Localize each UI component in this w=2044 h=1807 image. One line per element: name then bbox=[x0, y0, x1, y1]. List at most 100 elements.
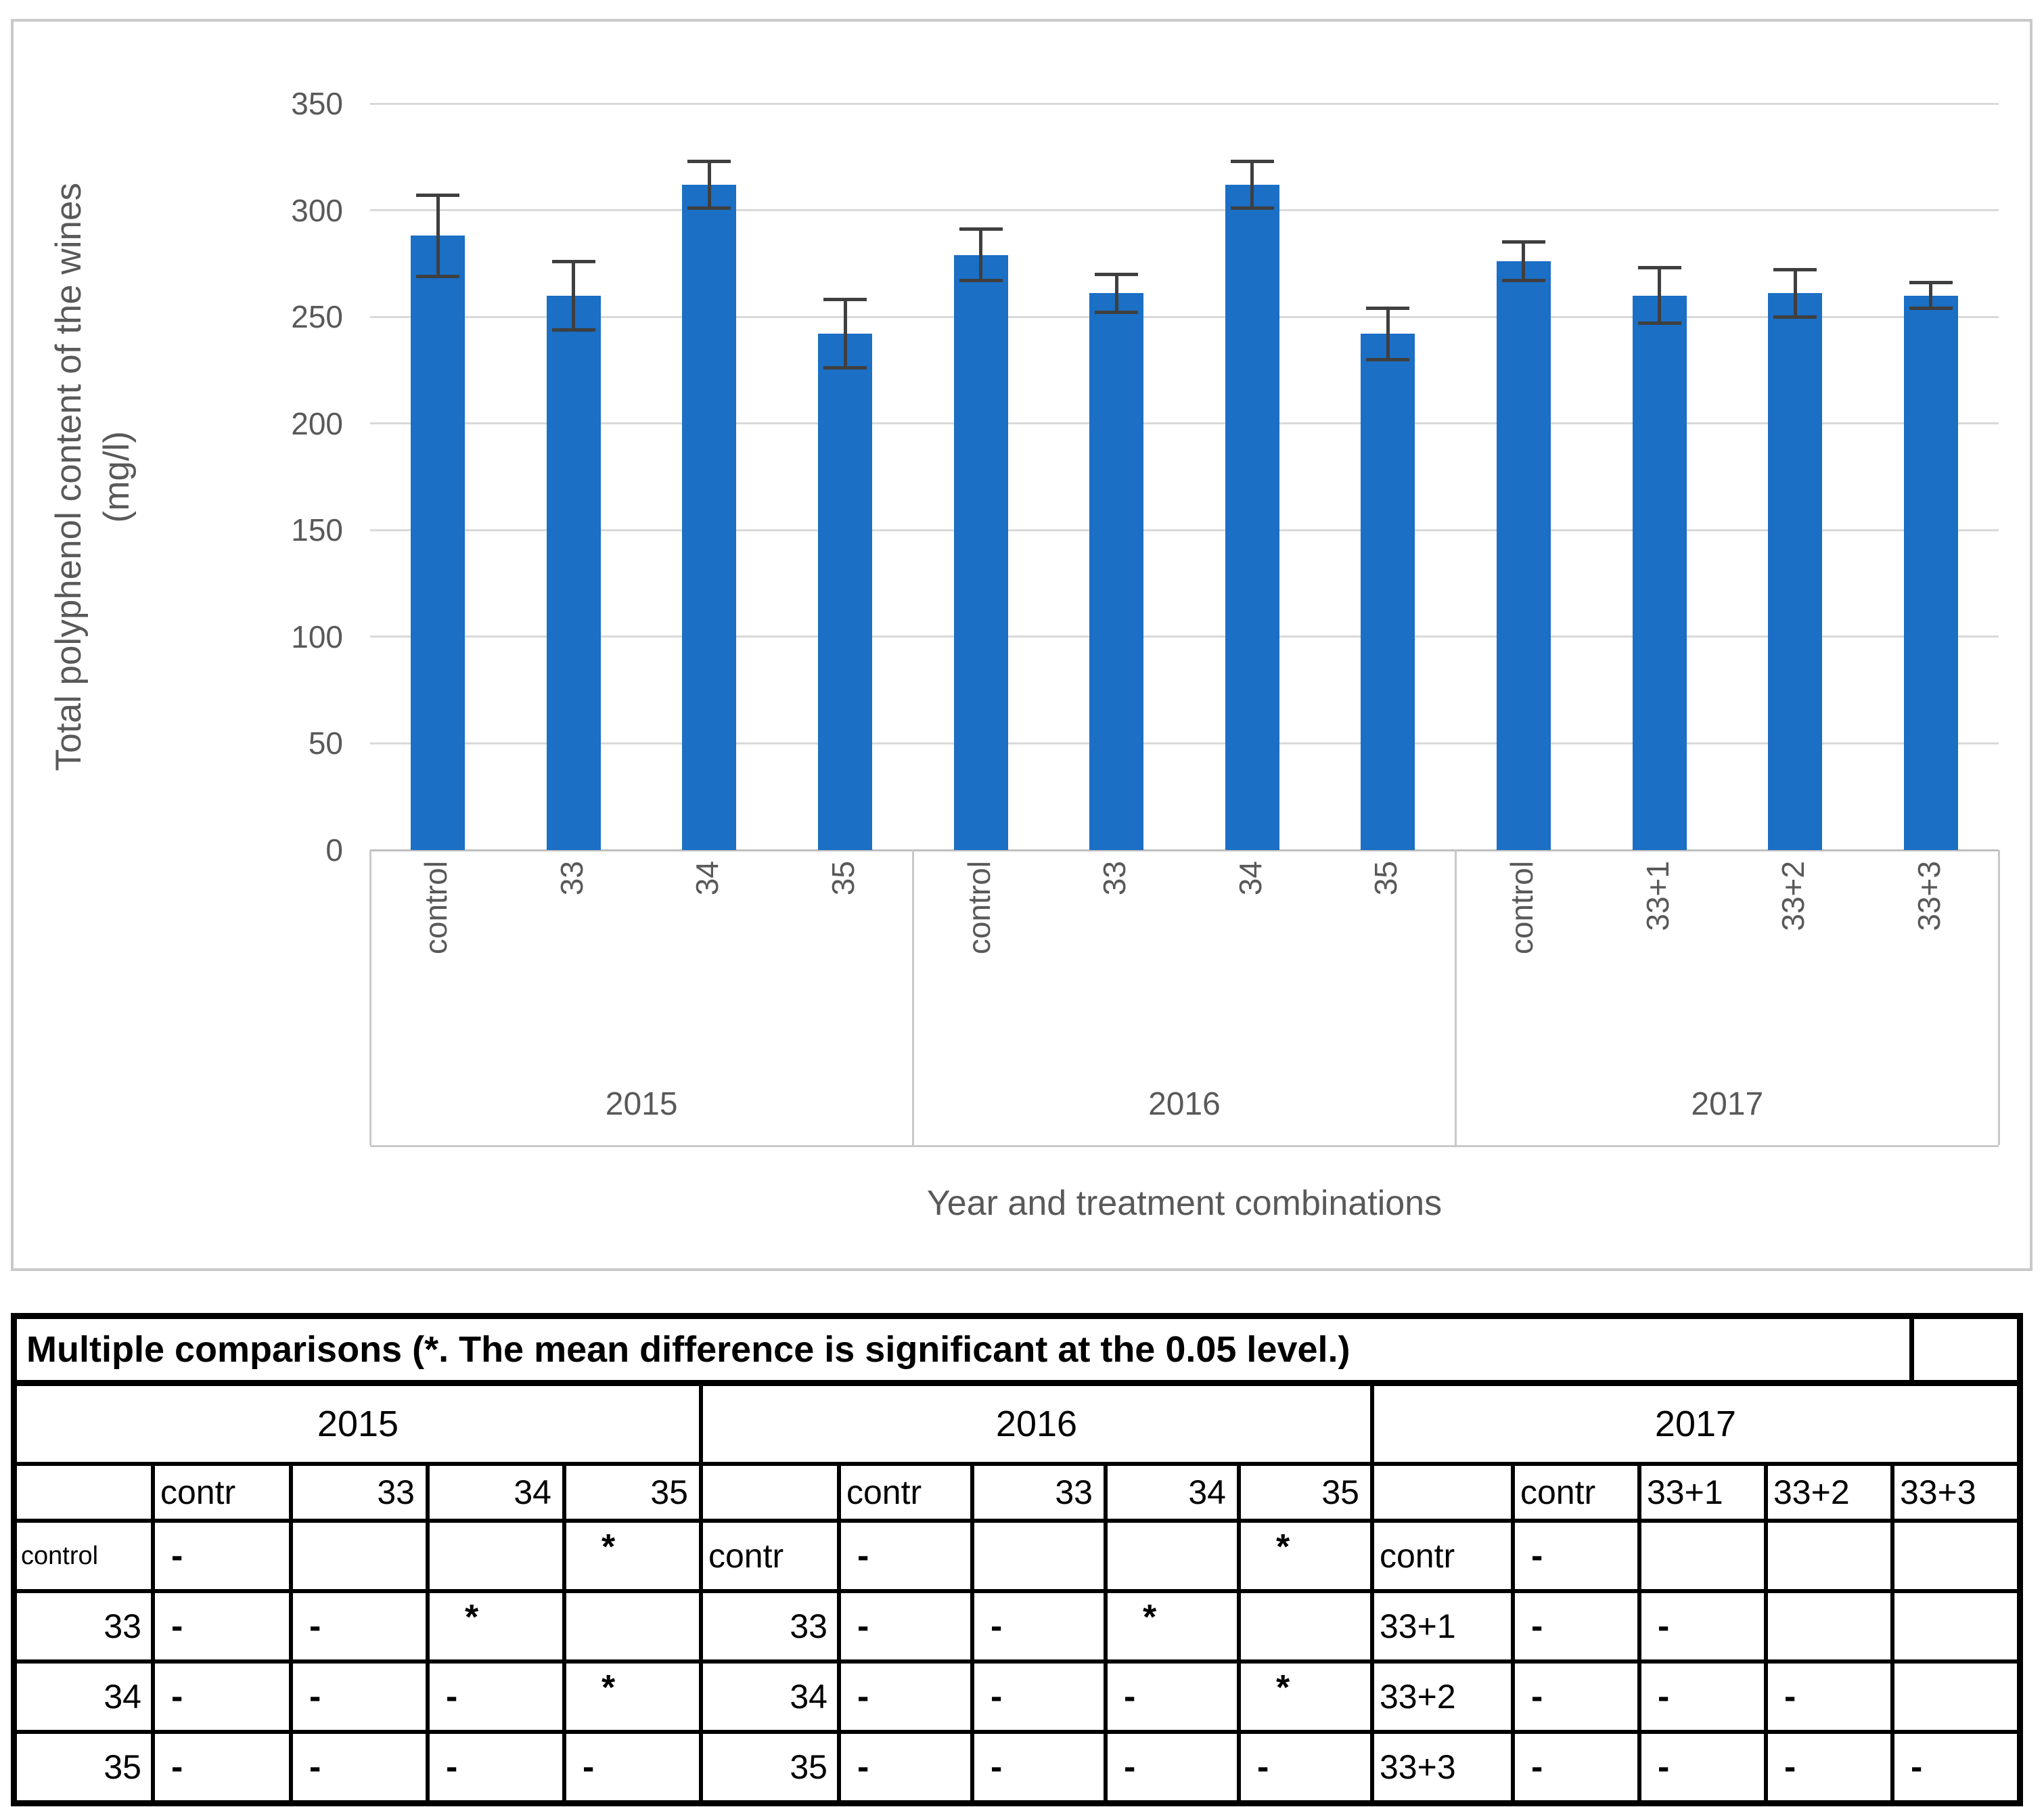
error-bar bbox=[1929, 282, 1933, 309]
x-category-label: control bbox=[418, 861, 454, 955]
row-label-cell: contr bbox=[703, 1523, 837, 1589]
error-bar bbox=[436, 195, 440, 277]
row-label-cell: control bbox=[17, 1523, 151, 1589]
value-cell: - bbox=[293, 1734, 426, 1800]
value-cell bbox=[430, 1523, 562, 1589]
value-cell bbox=[1894, 1523, 2017, 1589]
gridline bbox=[370, 529, 1999, 531]
value-cell: - bbox=[841, 1593, 970, 1659]
y-tick-label: 350 bbox=[291, 86, 343, 121]
error-bar bbox=[707, 161, 711, 208]
year-group-divider bbox=[369, 850, 371, 1145]
value-cell: * bbox=[430, 1593, 562, 1659]
value-cell bbox=[1768, 1523, 1890, 1589]
value-cell: * bbox=[566, 1523, 699, 1589]
value-cell bbox=[1894, 1593, 2017, 1659]
y-axis-title-line1: Total polyphenol content of the wines bbox=[49, 182, 89, 772]
value-cell: - bbox=[1894, 1734, 2017, 1800]
error-bar-cap-bottom bbox=[1773, 315, 1817, 319]
value-cell: - bbox=[841, 1523, 970, 1589]
x-category-label: 34 bbox=[1232, 861, 1268, 896]
gridline bbox=[370, 315, 1999, 318]
x-category-label: control bbox=[961, 861, 997, 955]
value-cell bbox=[1641, 1523, 1764, 1589]
error-bar bbox=[1793, 269, 1797, 317]
corner-cell bbox=[703, 1466, 837, 1519]
gridline bbox=[370, 849, 1999, 851]
column-header-cell: 33+1 bbox=[1641, 1466, 1764, 1519]
column-header-cell: 33 bbox=[293, 1466, 426, 1519]
x-category-label: 33 bbox=[553, 861, 589, 896]
year-group-divider bbox=[1997, 850, 2000, 1145]
value-cell: - bbox=[1768, 1734, 1890, 1800]
y-tick-label: 200 bbox=[291, 405, 343, 441]
value-cell: - bbox=[155, 1523, 289, 1589]
error-bar-cap-bottom bbox=[959, 279, 1003, 283]
gridline bbox=[370, 102, 1999, 105]
y-axis-title: Total polyphenol content of the wines (m… bbox=[49, 104, 138, 850]
year-label: 2015 bbox=[605, 1086, 678, 1122]
year-group-divider bbox=[1455, 850, 1457, 1145]
value-cell: - bbox=[1641, 1664, 1764, 1730]
value-cell: - bbox=[841, 1734, 970, 1800]
value-cell: - bbox=[974, 1734, 1104, 1800]
comparison-table: 2015 2016 2017 contr 33 34 35 contr 33 34 35 contr 3… bbox=[11, 1380, 2023, 1806]
x-category-label: 33 bbox=[1097, 861, 1133, 896]
year-header-cell: 2017 bbox=[1374, 1386, 2017, 1462]
x-category-label: 35 bbox=[1368, 861, 1404, 896]
error-bar-cap-top bbox=[416, 194, 460, 197]
table-title-row: Multiple comparisons (*. The mean differ… bbox=[11, 1313, 2023, 1380]
gridline bbox=[370, 742, 1999, 744]
value-cell bbox=[1241, 1593, 1370, 1659]
column-header-cell: 33+3 bbox=[1894, 1466, 2017, 1519]
row-label-cell: 33+2 bbox=[1374, 1664, 1511, 1730]
year-header-cell: 2016 bbox=[703, 1386, 1370, 1462]
column-header-cell: 35 bbox=[566, 1466, 699, 1519]
error-bar-cap-bottom bbox=[1909, 307, 1953, 311]
column-header-cell: 34 bbox=[430, 1466, 562, 1519]
value-cell bbox=[293, 1523, 426, 1589]
year-group-divider bbox=[911, 850, 914, 1145]
x-axis-title: Year and treatment combinations bbox=[926, 1184, 1443, 1223]
x-category-label: 33+2 bbox=[1775, 861, 1811, 931]
value-cell: - bbox=[1515, 1593, 1637, 1659]
value-cell: - bbox=[1641, 1734, 1764, 1800]
error-bar-cap-top bbox=[959, 227, 1003, 231]
error-bar-cap-bottom bbox=[687, 206, 731, 210]
error-bar bbox=[1386, 308, 1390, 360]
value-cell: - bbox=[1515, 1523, 1637, 1589]
error-bar bbox=[843, 299, 847, 368]
row-label-cell: 35 bbox=[703, 1734, 837, 1800]
value-cell: - bbox=[293, 1593, 426, 1659]
bar bbox=[1225, 184, 1279, 850]
value-cell bbox=[974, 1523, 1104, 1589]
error-bar-cap-top bbox=[1366, 307, 1410, 311]
error-bar bbox=[1114, 274, 1118, 313]
bar bbox=[1089, 293, 1144, 850]
error-bar bbox=[1522, 242, 1526, 281]
value-cell: - bbox=[1108, 1664, 1237, 1730]
value-cell: * bbox=[1241, 1664, 1370, 1730]
value-cell: - bbox=[566, 1734, 699, 1800]
error-bar-cap-bottom bbox=[1366, 357, 1410, 361]
row-label-cell: 33 bbox=[17, 1593, 151, 1659]
error-bar-cap-top bbox=[1230, 159, 1274, 163]
value-cell bbox=[1768, 1593, 1890, 1659]
y-tick-label: 50 bbox=[308, 726, 343, 761]
row-label-cell: 34 bbox=[17, 1664, 151, 1730]
error-bar bbox=[1658, 267, 1662, 324]
error-bar-cap-bottom bbox=[1095, 311, 1139, 315]
value-cell: * bbox=[566, 1664, 699, 1730]
error-bar-cap-top bbox=[823, 298, 867, 302]
column-header-cell: 35 bbox=[1241, 1466, 1370, 1519]
error-bar-cap-bottom bbox=[1637, 321, 1681, 326]
column-header-cell: 34 bbox=[1108, 1466, 1237, 1519]
row-label-cell: 33+3 bbox=[1374, 1734, 1511, 1800]
error-bar bbox=[1250, 161, 1254, 208]
error-bar-cap-top bbox=[687, 159, 731, 163]
bar bbox=[546, 295, 601, 850]
value-cell: - bbox=[1515, 1734, 1637, 1800]
error-bar-cap-top bbox=[551, 259, 595, 263]
error-bar-cap-bottom bbox=[823, 366, 867, 370]
year-label: 2016 bbox=[1148, 1086, 1221, 1122]
